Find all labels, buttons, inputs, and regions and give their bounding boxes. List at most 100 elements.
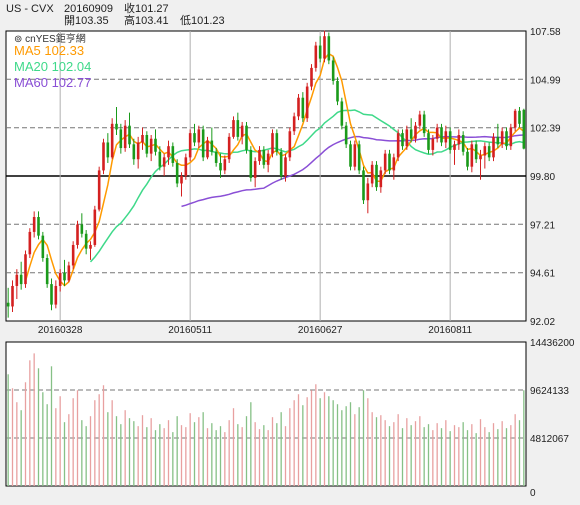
price-y-tick: 99.80: [530, 172, 555, 183]
volume-y-tick: 0: [530, 488, 536, 499]
candle-body: [32, 217, 36, 232]
candle-body: [292, 116, 296, 132]
candle-body: [474, 144, 478, 160]
candle-body: [496, 136, 500, 145]
candle-body: [223, 159, 227, 171]
candle-body: [41, 235, 45, 259]
candle-body: [28, 231, 32, 255]
candle-body: [435, 127, 439, 139]
candle-body: [457, 134, 461, 145]
candle-body: [6, 302, 10, 307]
candle-body: [84, 233, 88, 249]
candle-body: [11, 285, 14, 307]
candle-body: [336, 80, 339, 102]
candle-body: [340, 101, 344, 126]
candle-body: [76, 224, 79, 245]
candle-body: [219, 162, 222, 171]
price-x-tick: 20160811: [428, 325, 472, 336]
candle-body: [310, 67, 313, 87]
candle-body: [500, 131, 504, 145]
candle-body: [197, 129, 201, 143]
candle-body: [366, 183, 370, 201]
candle-body: [466, 151, 469, 167]
candle-body: [492, 136, 495, 158]
candle-body: [344, 125, 348, 145]
candle-body: [353, 144, 357, 167]
price-y-tick: 94.61: [530, 269, 555, 280]
candle-body: [444, 131, 448, 143]
candle-body: [401, 133, 404, 147]
candle-body: [431, 138, 435, 150]
header-high: 高103.41: [124, 13, 169, 27]
candle-body: [279, 151, 283, 176]
candle-body: [102, 142, 105, 171]
candle-body: [154, 138, 157, 152]
candle-body: [15, 274, 19, 286]
candle-body: [115, 123, 118, 130]
header-close: 收101.27: [124, 1, 169, 15]
candle-body: [262, 149, 266, 165]
candle-body: [375, 164, 378, 188]
candle-body: [275, 133, 279, 152]
candle-body: [145, 134, 149, 154]
candle-body: [89, 244, 92, 249]
candle-body: [487, 146, 491, 158]
candle-body: [249, 149, 253, 178]
candle-body: [518, 110, 521, 124]
price-y-tick: 97.21: [530, 220, 555, 231]
candle-body: [483, 146, 487, 156]
candle-body: [71, 244, 75, 266]
header-open: 開103.35: [64, 14, 109, 27]
candle-body: [54, 285, 58, 305]
candle-body: [297, 97, 300, 117]
legend-ma5: MA5 102.33: [14, 43, 84, 58]
candle-body: [284, 157, 287, 176]
legend-ma20: MA20 102.04: [14, 59, 91, 74]
candle-body: [379, 170, 383, 188]
candle-body: [409, 129, 413, 139]
candle-body: [245, 125, 248, 150]
candle-body: [214, 151, 218, 163]
legend-ma60: MA60 102.77: [14, 75, 91, 90]
candle-body: [479, 155, 482, 160]
candle-body: [301, 97, 305, 119]
candle-body: [349, 144, 352, 167]
candle-body: [422, 114, 426, 134]
candle-body: [461, 134, 465, 152]
candle-body: [323, 36, 326, 59]
candle-body: [253, 161, 257, 178]
candle-body: [258, 149, 261, 162]
volume-panel: [5, 341, 527, 487]
price-x-tick: 20160328: [38, 325, 83, 336]
candle-body: [314, 45, 318, 68]
candle-body: [327, 36, 331, 61]
ma60-line: [181, 134, 524, 208]
candle-body: [50, 284, 53, 305]
candle-body: [188, 133, 192, 158]
candle-body: [93, 209, 97, 245]
volume-y-tick: 9624133: [530, 386, 569, 397]
candle-body: [405, 129, 409, 147]
price-y-tick: 104.99: [530, 75, 561, 86]
candle-body: [180, 176, 183, 184]
candle-body: [266, 153, 270, 165]
candle-body: [136, 142, 140, 160]
candle-body: [232, 120, 235, 137]
candle-body: [171, 146, 175, 163]
price-y-tick: 102.39: [530, 124, 561, 135]
candle-body: [63, 272, 66, 281]
candle-body: [288, 131, 292, 158]
candle-body: [453, 144, 456, 150]
price-y-tick: 107.58: [530, 27, 561, 38]
candle-body: [427, 133, 430, 150]
candle-body: [193, 133, 196, 143]
candle-body: [67, 265, 71, 281]
candle-body: [80, 224, 84, 234]
candle-body: [45, 258, 49, 285]
volume-y-tick: 4812067: [530, 434, 569, 445]
candle-body: [509, 127, 513, 147]
candle-body: [58, 272, 62, 286]
candle-body: [158, 151, 162, 167]
candle-body: [383, 153, 387, 171]
